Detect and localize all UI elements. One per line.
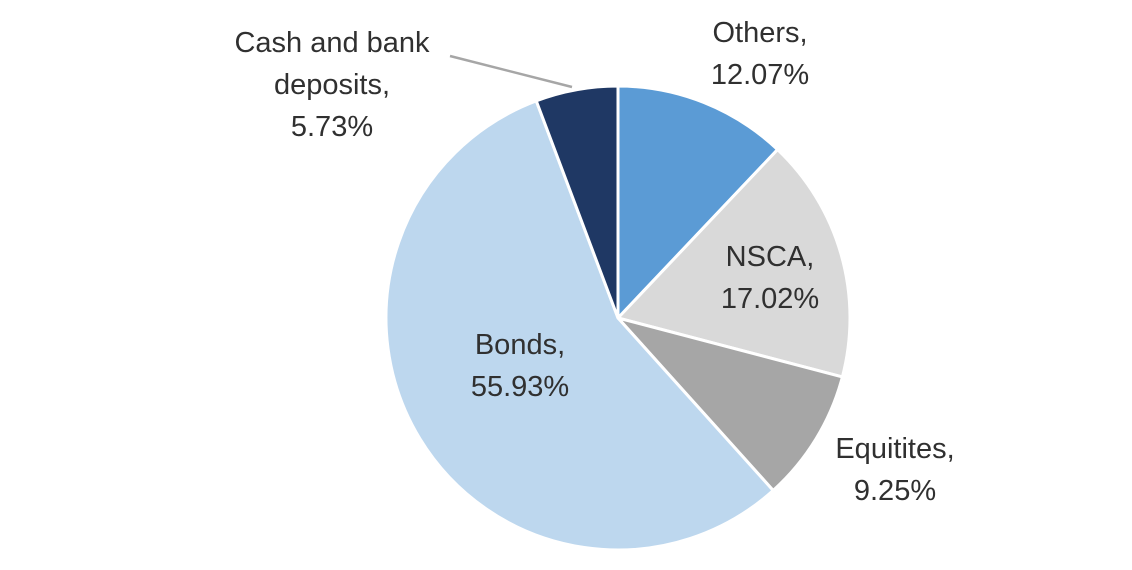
- slice-label-cash-and-bank-deposits: Cash and bank deposits, 5.73%: [212, 22, 452, 148]
- slice-label-nsca: NSCA, 17.02%: [670, 236, 870, 320]
- leader-line-cash: [449, 54, 573, 89]
- slice-label-percent: 9.25%: [853, 475, 937, 507]
- slice-label-others: Others, 12.07%: [660, 12, 860, 96]
- slice-label-percent: 55.93%: [470, 371, 570, 403]
- pie-slice-nsca: [616, 148, 852, 379]
- pie-slice-bonds: [384, 99, 775, 552]
- slice-label-category: Bonds,: [474, 329, 566, 361]
- pie-slice-equitites: [616, 316, 844, 492]
- pie-slices: [384, 84, 852, 552]
- pie-slice-others: [616, 84, 780, 320]
- slice-label-category: Others,: [712, 17, 808, 49]
- slice-label-category: NSCA,: [725, 241, 815, 273]
- slice-label-percent: 17.02%: [720, 283, 820, 315]
- pie-slice-cash-and-bank-deposits: [534, 84, 620, 320]
- slice-label-equitites: Equitites, 9.25%: [795, 428, 995, 512]
- slice-label-bonds: Bonds, 55.93%: [420, 324, 620, 408]
- slice-label-percent: 12.07%: [710, 59, 810, 91]
- slice-label-percent: 5.73%: [290, 111, 374, 143]
- slice-label-category: Cash and bank: [234, 27, 430, 59]
- slice-label-category: Equitites,: [835, 433, 955, 465]
- slice-label-category: deposits,: [273, 69, 391, 101]
